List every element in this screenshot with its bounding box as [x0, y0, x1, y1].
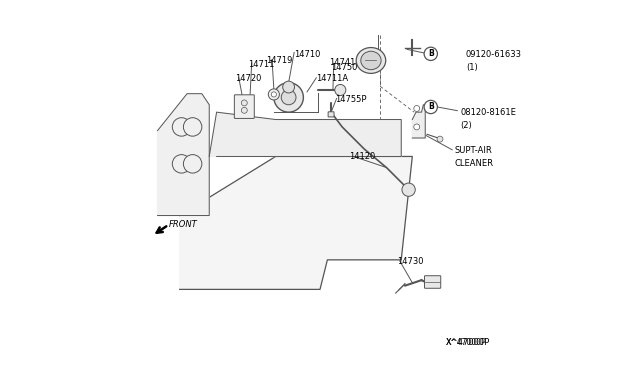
Circle shape — [172, 118, 191, 136]
Circle shape — [241, 108, 247, 113]
Text: (2): (2) — [460, 121, 472, 129]
Text: 14711: 14711 — [248, 60, 275, 69]
Circle shape — [241, 100, 247, 106]
Ellipse shape — [361, 51, 381, 70]
Text: X^47000P: X^47000P — [445, 339, 486, 347]
Circle shape — [424, 100, 437, 113]
Text: 14755P: 14755P — [335, 95, 366, 104]
Ellipse shape — [356, 48, 386, 73]
Text: B: B — [428, 103, 434, 112]
Text: (1): (1) — [466, 63, 477, 72]
Text: CLEANER: CLEANER — [455, 159, 494, 169]
Circle shape — [268, 89, 280, 100]
Circle shape — [283, 81, 294, 93]
Circle shape — [184, 118, 202, 136]
Circle shape — [437, 136, 443, 142]
Text: 14750: 14750 — [331, 63, 358, 72]
Circle shape — [184, 155, 202, 173]
FancyBboxPatch shape — [424, 276, 441, 288]
Text: 14710: 14710 — [294, 51, 321, 60]
Text: 14120: 14120 — [349, 152, 376, 161]
Circle shape — [281, 90, 296, 105]
Circle shape — [172, 155, 191, 173]
Text: 14719: 14719 — [266, 56, 293, 65]
Polygon shape — [180, 157, 412, 289]
Text: 14720: 14720 — [235, 74, 262, 83]
Circle shape — [424, 47, 437, 61]
FancyBboxPatch shape — [328, 112, 334, 117]
Circle shape — [414, 124, 420, 130]
Circle shape — [274, 83, 303, 112]
Text: 14741: 14741 — [329, 58, 355, 67]
Text: 14730: 14730 — [397, 257, 424, 266]
Text: 08120-8161E: 08120-8161E — [460, 108, 516, 117]
Text: SUPT-AIR: SUPT-AIR — [455, 147, 493, 155]
Text: 09120-61633: 09120-61633 — [466, 51, 522, 60]
Circle shape — [402, 183, 415, 196]
Text: 14711A: 14711A — [316, 74, 348, 83]
Circle shape — [335, 84, 346, 96]
Circle shape — [271, 92, 276, 97]
FancyBboxPatch shape — [234, 95, 254, 118]
Polygon shape — [209, 112, 401, 157]
Circle shape — [414, 106, 420, 112]
Text: B: B — [428, 49, 434, 58]
Text: X^47000P: X^47000P — [445, 339, 490, 347]
Text: FRONT: FRONT — [168, 220, 197, 229]
Polygon shape — [157, 94, 209, 215]
Polygon shape — [412, 105, 425, 138]
